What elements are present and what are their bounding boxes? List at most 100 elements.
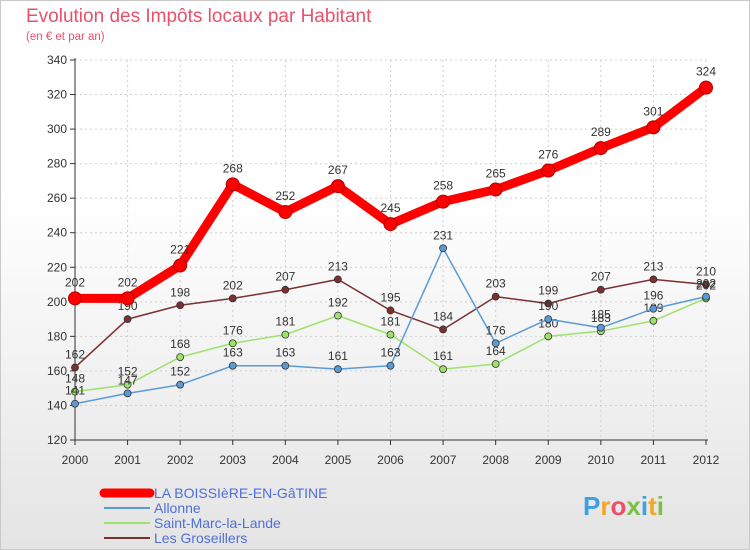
x-tick-label: 2010 [587,453,614,467]
data-point [386,330,395,339]
data-point [68,291,82,306]
y-tick-label: 340 [47,53,67,67]
data-label: 196 [643,289,663,303]
data-point [593,141,608,156]
data-point [491,360,500,368]
data-label: 202 [696,277,716,291]
data-point [330,179,345,194]
logo-letter: t [648,491,657,521]
data-point [281,285,290,294]
logo-letter: o [610,491,626,521]
data-label: 184 [433,309,453,323]
data-label: 176 [486,323,506,337]
data-label: 202 [65,275,85,289]
data-label: 268 [223,161,243,175]
data-point [281,330,290,339]
data-label: 185 [591,308,611,322]
data-point [702,280,710,289]
data-label: 163 [380,346,400,360]
axes: 120 140 160 180 200 220 240 260 280 300 320 340 2000… [47,53,720,467]
data-label: 152 [170,365,190,379]
data-label: 162 [65,347,85,361]
data-point [491,292,500,301]
proxiti-logo: Proxiti [583,491,664,521]
data-point [386,306,395,315]
y-tick-label: 140 [47,398,67,412]
series-3: 162 190 198 202 207 213 195 184 203 199 207 213 210 [65,259,716,372]
data-label: 199 [538,284,558,298]
data-label: 181 [275,315,295,329]
x-tick-label: 2000 [62,453,89,467]
logo-letter: x [626,491,641,521]
data-point [173,258,188,273]
data-label: 190 [538,299,558,313]
data-point [439,244,447,253]
chart-subtitle: (en € et par an) [26,31,105,43]
x-tick-label: 2009 [535,453,562,467]
data-label: 181 [380,315,400,329]
data-label: 198 [170,285,190,299]
data-label: 152 [118,365,138,379]
data-label: 164 [486,344,506,358]
y-tick-label: 220 [47,260,67,274]
legend-label: LA BOISSIèRE-EN-GâTINE [154,485,328,501]
x-tick-label: 2006 [377,453,404,467]
data-point [123,380,132,389]
data-label: 195 [380,290,400,304]
data-point [228,361,237,370]
data-point [176,301,185,310]
data-label: 148 [65,372,85,386]
data-label: 202 [118,275,138,289]
data-point [439,365,447,374]
data-point [439,325,447,334]
x-tick-label: 2005 [325,453,352,467]
y-tick-label: 280 [47,157,67,171]
data-label: 183 [591,311,611,325]
x-tick-label: 2007 [430,453,457,467]
data-label: 213 [643,259,663,273]
data-label: 161 [433,349,453,363]
data-point [491,339,500,348]
data-point [699,80,713,95]
data-label: 245 [380,201,400,215]
y-tick-label: 200 [47,295,67,309]
data-point [596,323,605,332]
data-label: 192 [328,296,348,310]
y-tick-label: 160 [47,364,67,378]
data-point [281,361,290,370]
data-label: 210 [696,265,716,279]
logo-letter: P [583,491,600,521]
data-label: 163 [275,346,295,360]
data-point [702,292,710,301]
data-label: 289 [591,125,611,139]
data-label: 252 [275,189,295,203]
data-point [649,304,658,313]
data-point [649,275,658,284]
x-tick-label: 2012 [693,453,720,467]
data-label: 231 [433,228,453,242]
y-tick-label: 320 [47,88,67,102]
data-point [646,120,661,135]
series-0: 202 202 221 268 252 267 245 258 265 276 289 301 324 [65,65,716,306]
data-label: 267 [328,163,348,177]
data-label: 163 [223,346,243,360]
x-tick-label: 2008 [482,453,509,467]
data-label: 202 [223,278,243,292]
logo-letter: r [600,491,610,521]
legend-label: Saint-Marc-la-Lande [154,515,281,531]
data-point [488,182,503,197]
data-point [71,399,79,408]
y-tick-label: 180 [47,329,67,343]
data-point [334,365,342,374]
data-point [176,380,185,389]
data-point [71,363,79,372]
data-point [120,291,135,306]
data-point [649,316,658,325]
y-tick-label: 260 [47,191,67,205]
legend-label: Allonne [154,500,201,516]
data-label: 213 [328,259,348,273]
legend: LA BOISSIèRE-EN-GâTINEAllonneSaint-Marc-… [99,485,328,546]
